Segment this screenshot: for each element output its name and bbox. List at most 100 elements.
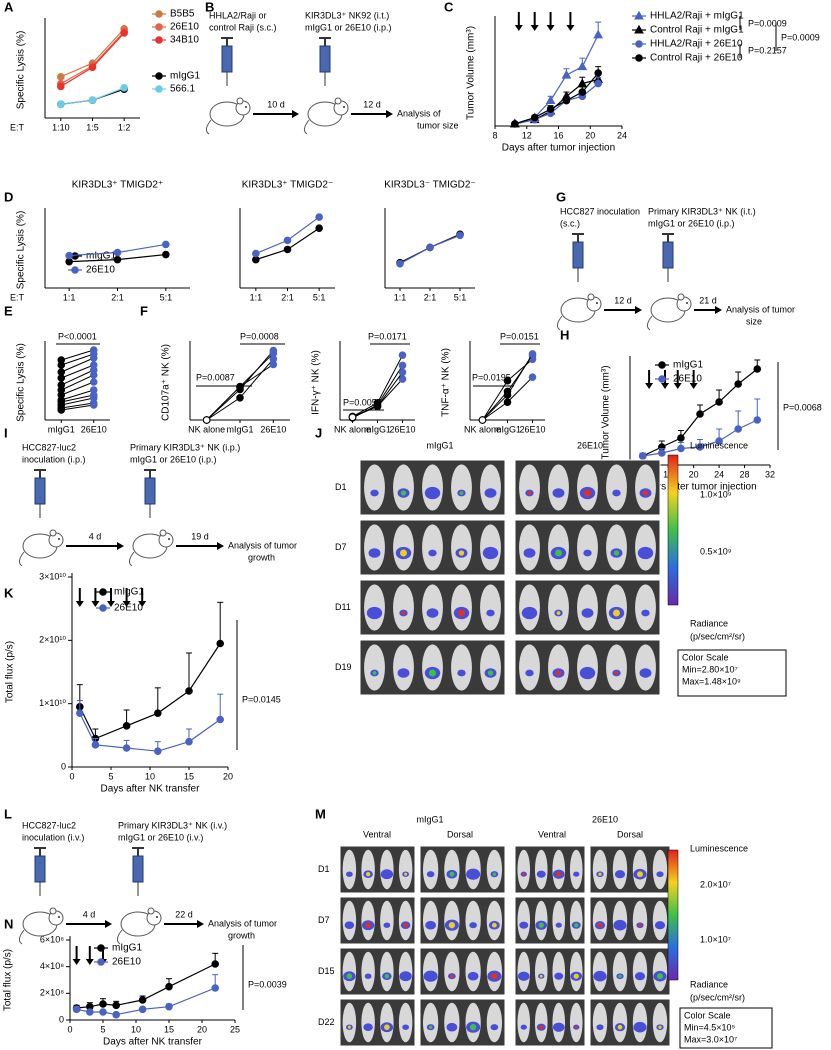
annotation: P=0.0039: [248, 979, 287, 989]
point: [99, 1000, 107, 1008]
signal: [612, 489, 621, 497]
signal-core: [346, 973, 353, 979]
point: [91, 741, 100, 749]
arrow-head: [689, 383, 698, 389]
mouse-silhouette: [534, 849, 548, 890]
signal: [366, 606, 383, 620]
point: [72, 1005, 81, 1014]
signal: [521, 606, 538, 620]
point: [86, 1008, 94, 1016]
mouse-silhouette: [361, 849, 375, 890]
mouse-silhouette: [612, 1002, 628, 1043]
y-axis-label: CD107a⁺ NK (%): [161, 344, 172, 421]
point: [88, 96, 97, 104]
signal-core: [574, 923, 579, 928]
protocol-text: KIR3DL3⁺ NK92 (i.t.): [305, 10, 389, 20]
signal-core: [429, 669, 436, 677]
mouse-silhouette: [393, 584, 414, 631]
legend-label: mIgG1: [114, 587, 144, 598]
mouse-ear: [334, 97, 342, 105]
signal: [519, 921, 529, 929]
annotation: P=0.0009: [748, 18, 787, 28]
signal-core: [556, 871, 562, 877]
series-line: [514, 34, 599, 125]
point: [398, 351, 407, 360]
x-tick-label: 15: [164, 1024, 174, 1034]
legend-marker: [635, 54, 643, 62]
mouse-silhouette: [451, 524, 472, 571]
signal: [344, 921, 355, 930]
x-tick-label: 1:5: [86, 122, 99, 132]
syringe-barrel: [221, 45, 233, 73]
signal: [399, 971, 412, 982]
point: [113, 248, 122, 257]
signal: [552, 488, 565, 498]
mouse-tail: [205, 119, 212, 135]
mouse-silhouette: [592, 900, 608, 941]
y-tick-label: 0: [59, 1014, 64, 1024]
point: [120, 84, 128, 92]
mouse-eye: [58, 538, 60, 540]
legend-label: 566.1: [170, 84, 195, 95]
signal-core: [638, 923, 642, 927]
panel-label: M: [315, 806, 326, 821]
x-tick-label: 25: [230, 1024, 240, 1034]
legend-label: mIgG1: [86, 251, 116, 262]
arrow-head: [386, 110, 393, 118]
point: [57, 381, 66, 389]
view-label: Ventral: [363, 829, 391, 839]
mouse-silhouette: [632, 900, 648, 941]
pair-line: [61, 349, 94, 361]
mouse-silhouette: [444, 849, 460, 890]
legend-label: mIgG1: [112, 943, 142, 954]
signal-core: [573, 973, 579, 979]
y-axis-label: IFN-γ⁺ NK (%): [311, 350, 322, 415]
point: [734, 425, 742, 433]
signal-core: [491, 973, 498, 980]
chart-title: KIR3DL3⁺ TMIGD2⁻: [242, 180, 334, 191]
x-tick-label: 0: [69, 771, 74, 781]
x-tick-label: 5:1: [160, 292, 173, 302]
mouse-silhouette: [517, 951, 531, 992]
x-tick-label: 1:1: [250, 292, 263, 302]
signal-core: [365, 872, 371, 877]
protocol-text: Analysis of tumor: [208, 918, 277, 928]
point: [89, 378, 98, 386]
legend-label: B5B5: [170, 9, 195, 20]
panel-label: D: [4, 189, 13, 204]
step-label: 22 d: [175, 909, 193, 919]
mouse-silhouette: [480, 644, 501, 691]
protocol-text: HHLA2/Raji or: [209, 10, 267, 20]
signal: [364, 973, 372, 979]
point: [315, 224, 323, 233]
pair-line: [482, 353, 533, 421]
signal-core: [538, 922, 544, 928]
signal: [466, 868, 481, 880]
point: [252, 249, 260, 258]
mouse-tail: [116, 929, 123, 945]
panel-label: I: [4, 425, 8, 440]
signal: [370, 489, 379, 497]
scale-text: Color Scale: [682, 652, 729, 662]
signal: [397, 668, 410, 678]
signal: [637, 546, 654, 560]
arrow-head: [635, 306, 642, 314]
signal: [641, 609, 650, 617]
mouse-tail: [303, 119, 310, 135]
annotation: P=0.0145: [242, 694, 281, 704]
annotation: E:T: [10, 292, 25, 302]
mouse-ear: [49, 907, 57, 915]
signal-core: [658, 1025, 662, 1029]
mouse-silhouette: [592, 1002, 608, 1043]
annotation: P=0.0009: [781, 32, 820, 42]
signal-core: [347, 1025, 351, 1029]
point: [76, 709, 84, 717]
arrow-head: [715, 306, 722, 314]
x-tick-label: mIgG1: [48, 424, 75, 434]
x-tick-label: 2:1: [424, 292, 437, 302]
point: [478, 416, 487, 424]
point: [594, 79, 602, 88]
arrow-head: [546, 25, 555, 31]
mouse-silhouette: [517, 1002, 531, 1043]
group-label: 26E10: [592, 814, 618, 824]
